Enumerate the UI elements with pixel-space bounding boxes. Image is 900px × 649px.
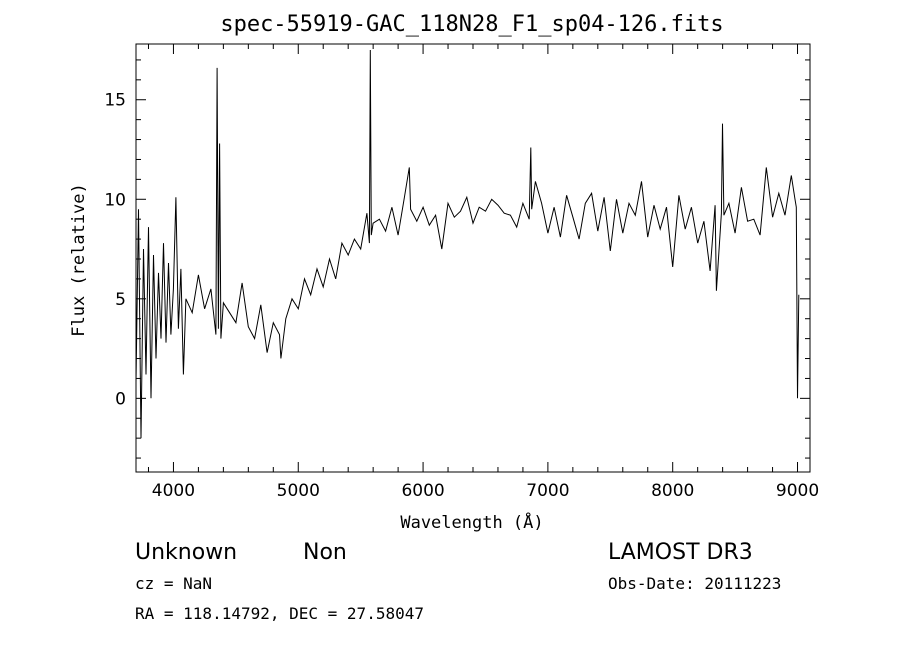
coordinates-line: RA = 118.14792, DEC = 27.58047 bbox=[135, 604, 424, 623]
y-tick-label: 0 bbox=[115, 389, 126, 409]
redshift-cz-line: cz = NaN bbox=[135, 574, 212, 593]
x-tick-label: 9000 bbox=[776, 481, 819, 501]
spectrum-series-line bbox=[135, 49, 800, 439]
axis-ticks bbox=[136, 44, 810, 472]
x-axis-label: Wavelength (Å) bbox=[400, 511, 543, 533]
survey-label: LAMOST DR3 bbox=[608, 540, 753, 565]
x-tick-label: 4000 bbox=[152, 481, 195, 501]
obs-date-line: Obs-Date: 20111223 bbox=[608, 574, 781, 593]
x-tick-label: 6000 bbox=[401, 481, 444, 501]
plot-frame bbox=[135, 43, 811, 473]
chart-title: spec-55919-GAC_118N28_F1_sp04-126.fits bbox=[220, 12, 723, 37]
y-axis-label: Flux (relative) bbox=[69, 183, 89, 337]
object-class-label: Unknown bbox=[135, 540, 237, 565]
y-tick-label: 15 bbox=[104, 91, 126, 111]
object-subclass-label: Non bbox=[303, 540, 347, 565]
x-tick-label: 8000 bbox=[651, 481, 694, 501]
x-tick-label: 7000 bbox=[526, 481, 569, 501]
y-tick-label: 10 bbox=[104, 190, 126, 210]
y-tick-label: 5 bbox=[115, 290, 126, 310]
x-tick-label: 5000 bbox=[277, 481, 320, 501]
tick-labels: 4000 5000 6000 7000 8000 9000 0 5 10 15 bbox=[104, 91, 819, 501]
